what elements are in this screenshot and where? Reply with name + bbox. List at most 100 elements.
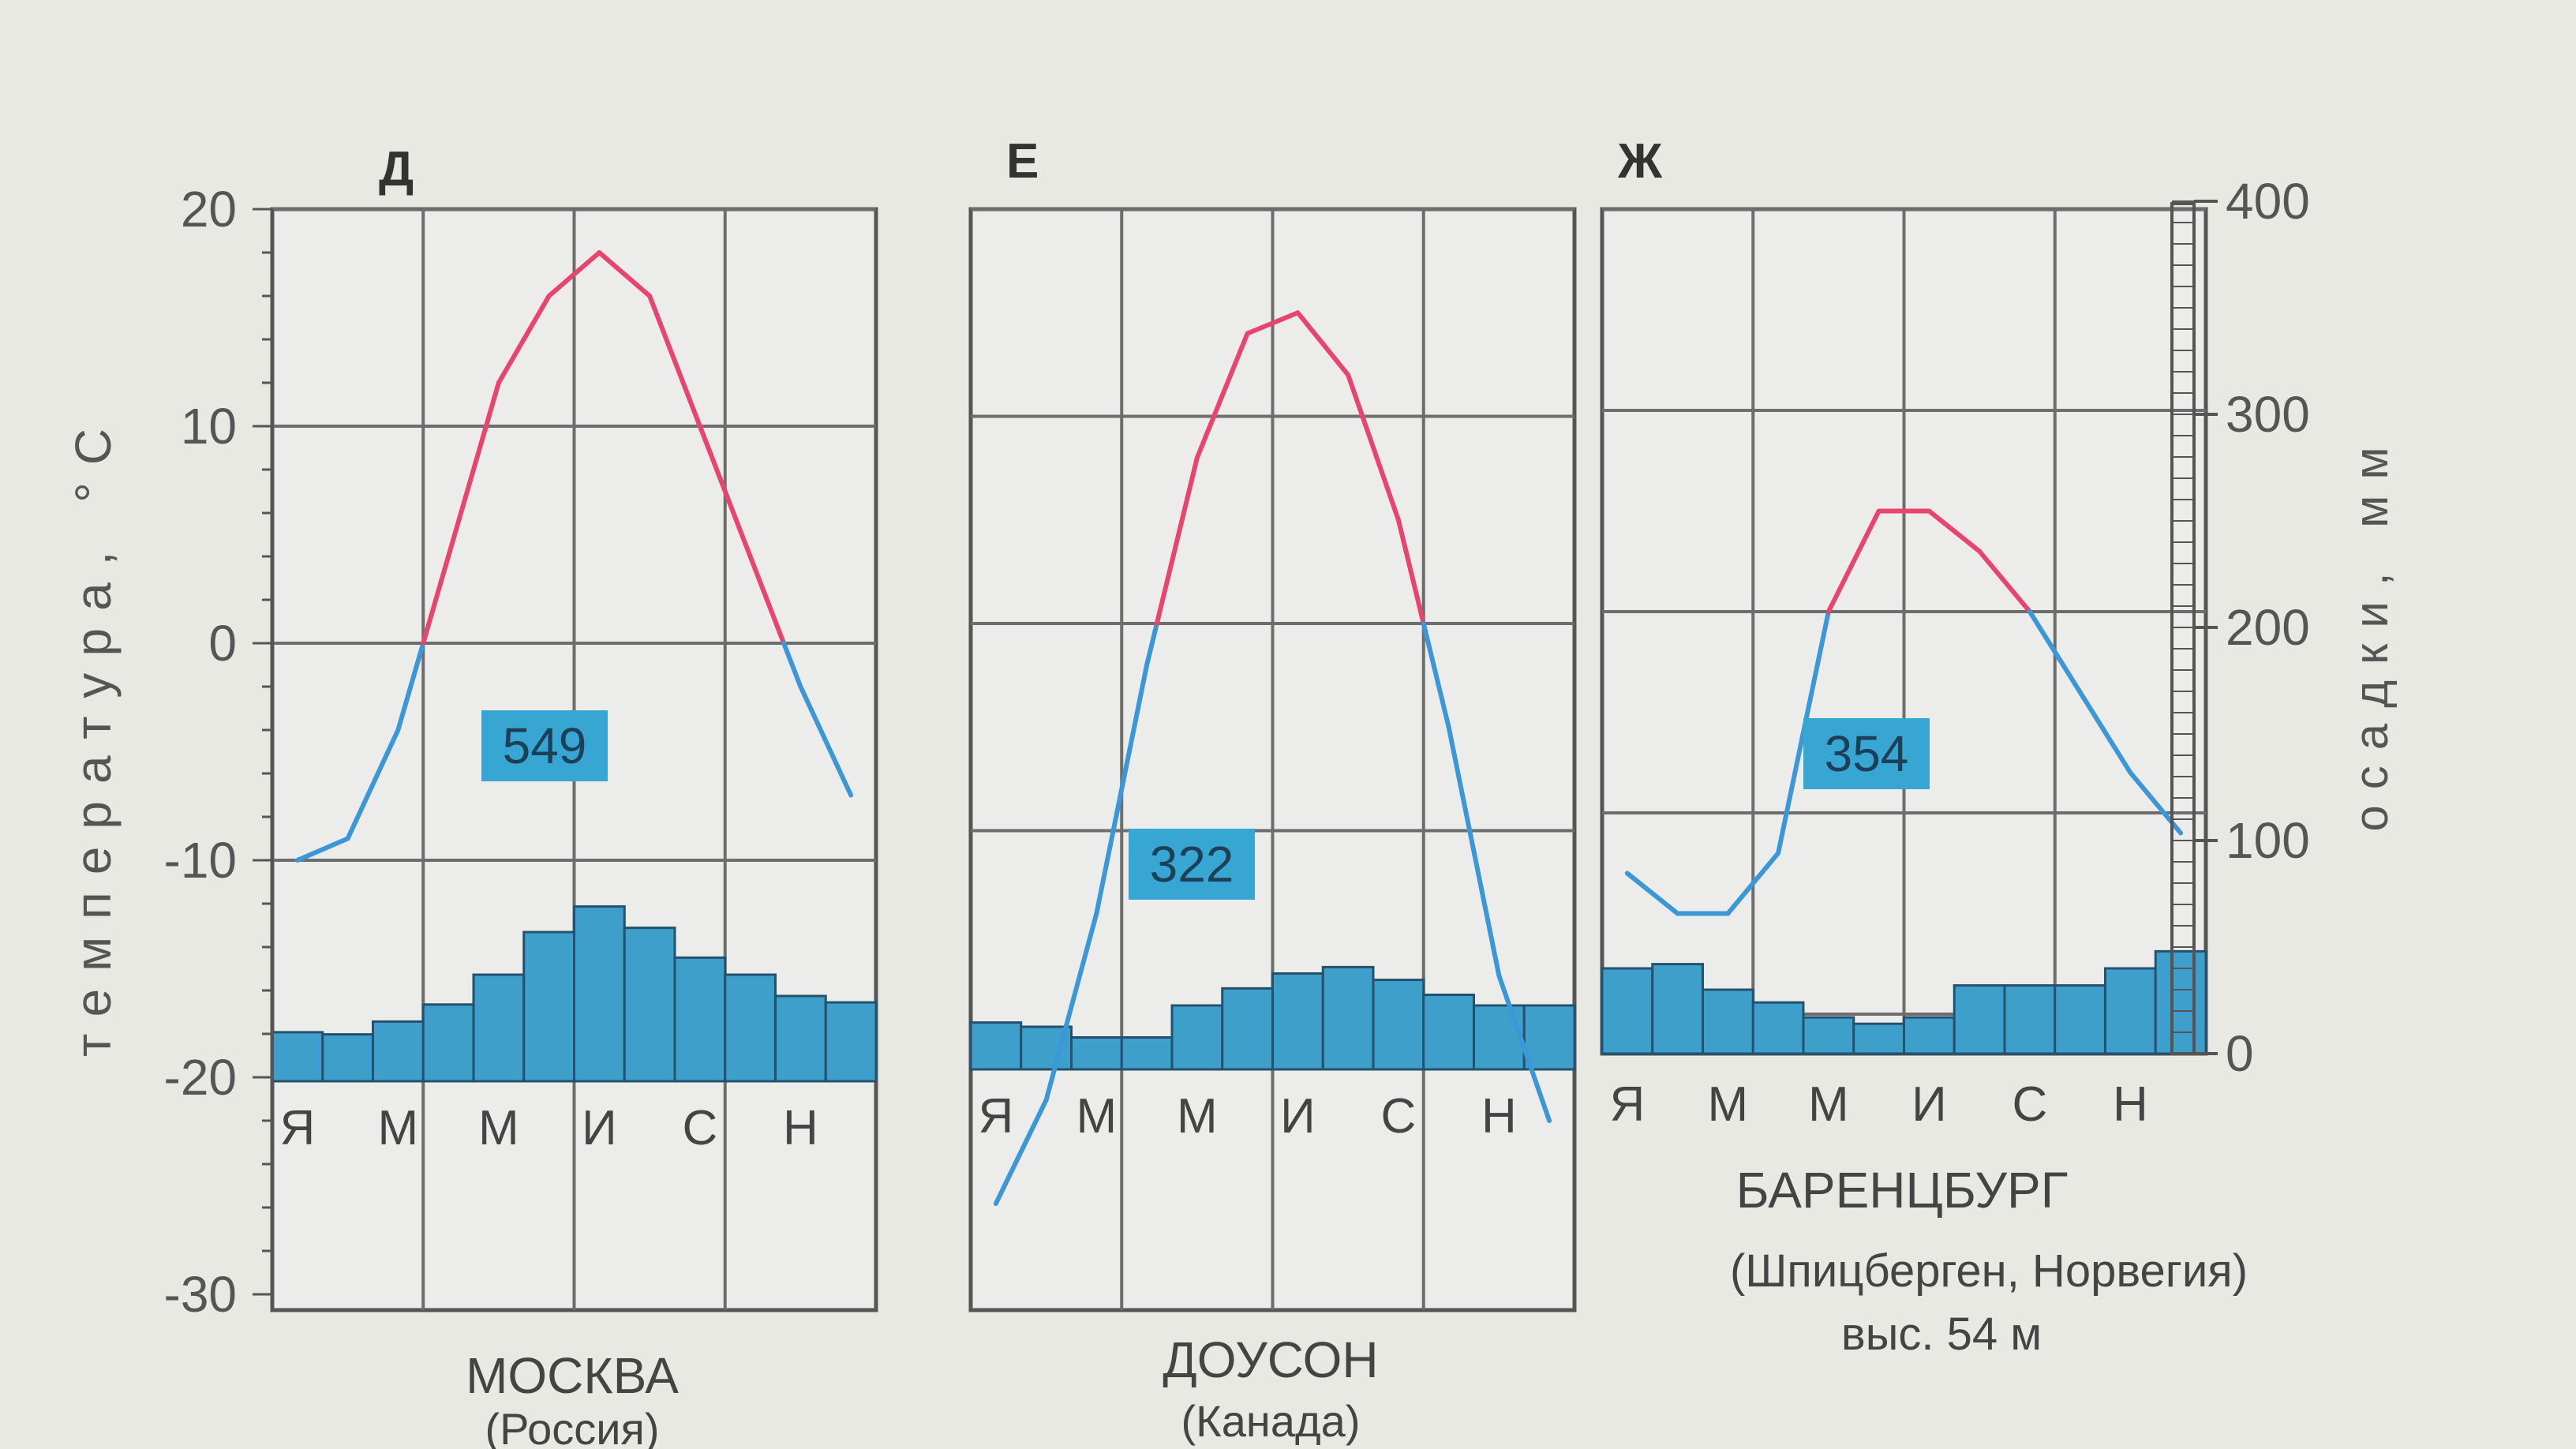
- month-tick-label: М: [378, 1101, 419, 1155]
- month-tick-label: С: [2012, 1077, 2047, 1132]
- chart-letter-d: Д: [379, 142, 414, 197]
- station-name-moscow: МОСКВА: [466, 1347, 679, 1404]
- temperature-segment: [798, 684, 854, 798]
- precipitation-bar-8: [623, 927, 676, 1083]
- month-tick-label: Я: [1609, 1077, 1645, 1132]
- precipitation-bar-7: [573, 905, 626, 1083]
- temperature-segment: [747, 554, 787, 646]
- precipitation-bar-7: [1903, 1016, 1956, 1055]
- annual-precipitation-value: 322: [1150, 836, 1234, 893]
- precipitation-axis: 400 300 200 100 0: [2170, 173, 2310, 1082]
- precipitation-bar-8: [1321, 965, 1375, 1071]
- temperature-segment: [496, 294, 552, 385]
- precipitation-bar-9: [1372, 979, 1425, 1071]
- station-altitude-barentsburg: выс. 54 м: [1841, 1309, 2042, 1360]
- month-tick-label: Н: [2113, 1077, 2148, 1132]
- temperature-segment: [1346, 373, 1401, 522]
- precipitation-bar-3: [1702, 988, 1754, 1055]
- annual-precipitation-value: 549: [503, 717, 587, 774]
- month-tick-label: М: [478, 1101, 519, 1155]
- precipitation-bar-2: [1651, 963, 1704, 1055]
- precipitation-bar-11: [2104, 967, 2157, 1055]
- month-tick-label: Я: [279, 1101, 315, 1155]
- precipitation-bar-12: [2154, 949, 2207, 1055]
- temperature-segment: [1926, 508, 1983, 554]
- precipitation-bar-6: [1221, 987, 1274, 1071]
- precipitation-bar-5: [1802, 1016, 1855, 1055]
- station-name-dawson: ДОУСОН: [1163, 1331, 1378, 1388]
- precipitation-bar-9: [2003, 984, 2057, 1055]
- temperature-segment: [2027, 609, 2083, 695]
- precipitation-bar-9: [673, 956, 727, 1083]
- charts-layer: Я М М И С Н 549 Я М М И С Н 322 Я М М И С Н 354: [271, 208, 2207, 1310]
- precipitation-bar-4: [1751, 1001, 1805, 1055]
- temperature-segment: [546, 250, 602, 298]
- temperature-tick-label: 10: [181, 398, 237, 455]
- month-tick-label: Н: [1481, 1089, 1517, 1144]
- precipitation-bar-10: [1422, 994, 1475, 1071]
- precipitation-bar-8: [1953, 984, 2006, 1055]
- chart-letter-zh: Ж: [1617, 134, 1663, 189]
- temperature-segment: [1395, 517, 1426, 626]
- temperature-segment: [446, 380, 501, 559]
- precipitation-bar-7: [1271, 972, 1324, 1071]
- precipitation-bar-10: [2054, 984, 2106, 1055]
- precipitation-bar-1: [1601, 967, 1654, 1055]
- temperature-axis-label: температура, °С: [65, 411, 122, 1057]
- temperature-segment: [1194, 331, 1250, 460]
- temperature-tick-label: 20: [181, 181, 237, 238]
- month-tick-label: С: [682, 1101, 717, 1155]
- temperature-segment: [1421, 621, 1451, 730]
- temperature-segment: [1295, 310, 1351, 377]
- precipitation-bar-11: [1473, 1004, 1526, 1071]
- month-tick-label: Я: [978, 1089, 1013, 1144]
- temperature-segment: [2077, 690, 2133, 775]
- temperature-segment: [1977, 549, 2032, 614]
- temperature-segment: [1446, 724, 1502, 979]
- temperature-segment: [1094, 662, 1150, 916]
- precipitation-bar-6: [522, 930, 575, 1083]
- station-name-barentsburg: БАРЕНЦБУРГ: [1736, 1162, 2069, 1219]
- precipitation-bar-4: [1120, 1036, 1174, 1071]
- month-tick-label: М: [1808, 1077, 1849, 1132]
- precipitation-bar-6: [1852, 1022, 1905, 1055]
- temperature-tick-label: 0: [208, 615, 237, 672]
- precipitation-bar-4: [421, 1003, 475, 1083]
- precipitation-bar-10: [724, 973, 777, 1083]
- temperature-axis: 20 10 0 -10 -20 -30: [164, 181, 274, 1323]
- month-tick-label: И: [582, 1101, 617, 1155]
- precipitation-bar-12: [1522, 1004, 1576, 1071]
- precipitation-bar-1: [271, 1031, 324, 1083]
- station-country-barentsburg: (Шпицберген, Норвегия): [1730, 1245, 2248, 1297]
- chart-dawson: Я М М И С Н 322: [969, 208, 1576, 1310]
- precipitation-bar-3: [1070, 1036, 1123, 1071]
- precipitation-bar-3: [372, 1020, 425, 1083]
- precipitation-bar-1: [969, 1021, 1023, 1071]
- temperature-segment: [421, 554, 451, 646]
- precipitation-bar-11: [774, 994, 827, 1083]
- month-tick-label: М: [1177, 1089, 1218, 1144]
- precipitation-bar-5: [472, 973, 526, 1083]
- precipitation-tick-label: 100: [2226, 812, 2310, 869]
- temperature-segment: [294, 836, 350, 863]
- chart-letter-e: Е: [1006, 134, 1039, 189]
- month-tick-label: И: [1280, 1089, 1316, 1144]
- temperature-segment: [1825, 508, 1881, 614]
- temperature-segment: [1043, 911, 1099, 1103]
- temperature-tick-label: -10: [164, 832, 238, 889]
- temperature-segment: [1496, 973, 1552, 1123]
- temperature-segment: [697, 424, 753, 559]
- temperature-segment: [993, 1097, 1049, 1206]
- temperature-segment: [1624, 871, 1680, 916]
- month-tick-label: Н: [783, 1101, 818, 1155]
- precipitation-bar-5: [1170, 1004, 1224, 1071]
- temperature-segment: [395, 641, 426, 732]
- chart-barentsburg: Я М М И С Н 354: [1601, 208, 2207, 1132]
- month-tick-label: С: [1380, 1089, 1416, 1144]
- temperature-segment: [1725, 851, 1781, 916]
- temperature-tick-label: -30: [164, 1266, 238, 1323]
- temperature-segment: [345, 728, 401, 841]
- precipitation-axis-label: осадки, мм: [2345, 431, 2398, 831]
- annual-precipitation-badge: [1803, 718, 1930, 789]
